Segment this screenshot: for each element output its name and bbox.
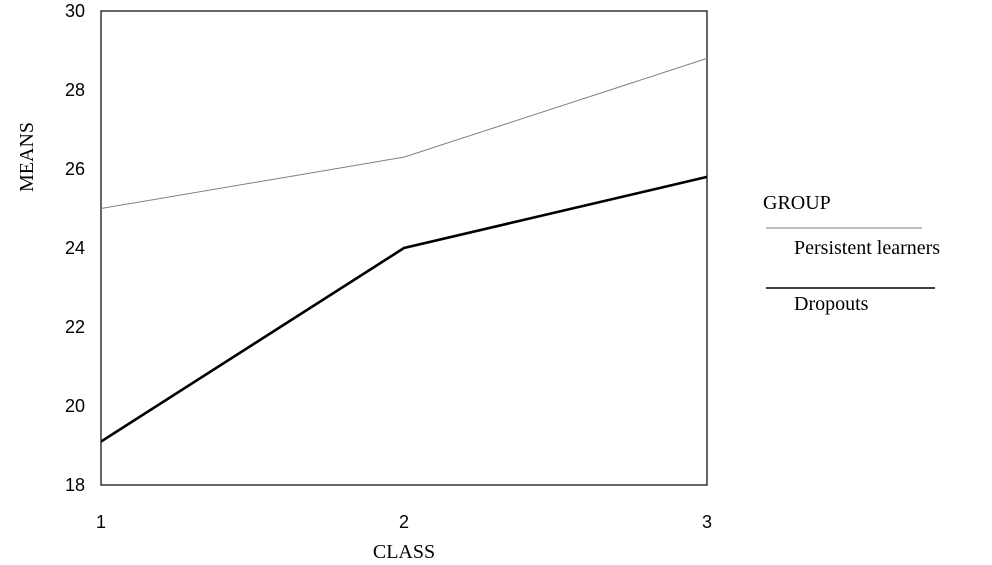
y-tick-label: 26 (65, 159, 85, 179)
series-line-dropouts (100, 175, 708, 443)
x-axis-label: CLASS (373, 541, 435, 563)
y-tick-label: 22 (65, 317, 85, 337)
legend-title: GROUP (763, 192, 831, 214)
y-axis-ticks: 18 20 22 24 26 28 30 (65, 1, 85, 495)
legend: GROUP Persistent learners Dropouts (763, 192, 940, 315)
y-axis-label: MEANS (16, 122, 38, 192)
y-tick-label: 30 (65, 1, 85, 21)
y-tick-label: 18 (65, 475, 85, 495)
y-tick-label: 20 (65, 396, 85, 416)
y-tick-label: 28 (65, 80, 85, 100)
legend-label-persistent-learners: Persistent learners (794, 237, 940, 259)
x-axis-ticks: 1 2 3 (96, 512, 712, 532)
x-tick-label: 1 (96, 512, 106, 532)
series-line-persistent-learners (100, 57, 708, 209)
x-tick-label: 2 (399, 512, 409, 532)
series-lines (100, 57, 708, 443)
y-tick-label: 24 (65, 238, 85, 258)
plot-area-frame (100, 10, 708, 486)
legend-label-dropouts: Dropouts (794, 293, 869, 315)
x-tick-label: 3 (702, 512, 712, 532)
